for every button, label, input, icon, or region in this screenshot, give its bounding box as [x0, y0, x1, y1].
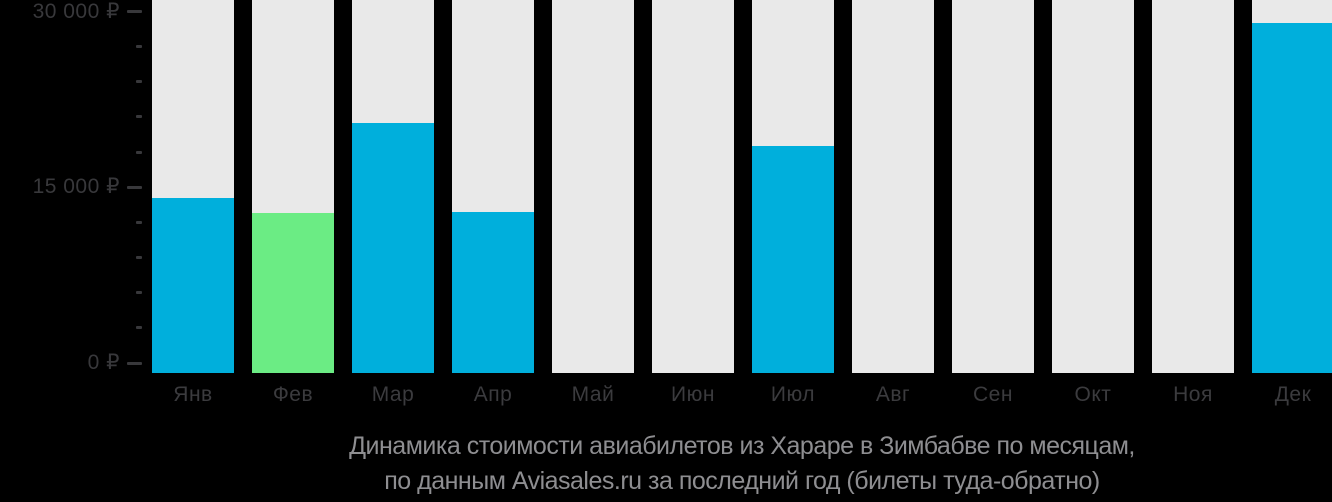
- x-axis-label-Июн: Июн: [671, 383, 715, 406]
- x-axis-label-Фев: Фев: [272, 383, 314, 406]
- x-axis-label-Окт: Окт: [1074, 383, 1112, 406]
- bar-Июл[interactable]: [752, 146, 834, 373]
- bar-Янв[interactable]: [152, 197, 234, 373]
- y-axis-minor-tick: [136, 326, 142, 330]
- bar-track-Фев: [252, 0, 334, 373]
- x-axis-label-Май: Май: [571, 383, 615, 406]
- y-axis-minor-tick: [136, 45, 142, 49]
- bar-Апр[interactable]: [452, 211, 534, 373]
- y-axis-major-tick: [127, 185, 142, 189]
- y-axis-minor-tick: [136, 80, 142, 84]
- bar-track-Апр: [452, 0, 534, 373]
- bar-track-Июл: [752, 0, 834, 373]
- bar-track-Ноя: [1152, 0, 1234, 373]
- x-axis-label-Янв: Янв: [173, 383, 213, 406]
- x-axis-label-Июл: Июл: [770, 383, 816, 406]
- bar-Дек[interactable]: [1252, 23, 1332, 373]
- y-axis-tick-label: 30 000 ₽: [32, 0, 120, 23]
- y-axis-major-tick: [127, 10, 142, 13]
- bar-track-Мар: [352, 0, 434, 373]
- bar-track-Сен: [952, 0, 1034, 373]
- chart-subtitle: по данным Aviasales.ru за последний год …: [384, 467, 1100, 495]
- bar-Мар[interactable]: [352, 122, 434, 373]
- bar-track-Окт: [1052, 0, 1134, 373]
- bar-track-Авг: [852, 0, 934, 373]
- bar-Фев[interactable]: [252, 213, 334, 373]
- bar-track-Янв: [152, 0, 234, 373]
- x-axis-label-Дек: Дек: [1274, 383, 1312, 406]
- bar-track-Июн: [652, 0, 734, 373]
- x-axis-label-Авг: Авг: [875, 383, 911, 406]
- y-axis-minor-tick: [136, 220, 142, 224]
- y-axis-tick-label: 15 000 ₽: [32, 175, 120, 199]
- y-axis-minor-tick: [136, 291, 142, 295]
- y-axis-minor-tick: [136, 150, 142, 154]
- y-axis-minor-tick: [136, 115, 142, 119]
- y-axis-major-tick: [127, 361, 142, 365]
- bar-track-Май: [552, 0, 634, 373]
- y-axis-tick-label: 0 ₽: [87, 351, 120, 374]
- x-axis-label-Апр: Апр: [473, 383, 513, 406]
- chart-title: Динамика стоимости авиабилетов из Хараре…: [349, 432, 1135, 460]
- y-axis-minor-tick: [136, 256, 142, 260]
- bar-track-Дек: [1252, 0, 1332, 373]
- x-axis-label-Мар: Мар: [371, 383, 415, 406]
- x-axis-label-Ноя: Ноя: [1173, 383, 1213, 406]
- x-axis-label-Сен: Сен: [973, 383, 1013, 406]
